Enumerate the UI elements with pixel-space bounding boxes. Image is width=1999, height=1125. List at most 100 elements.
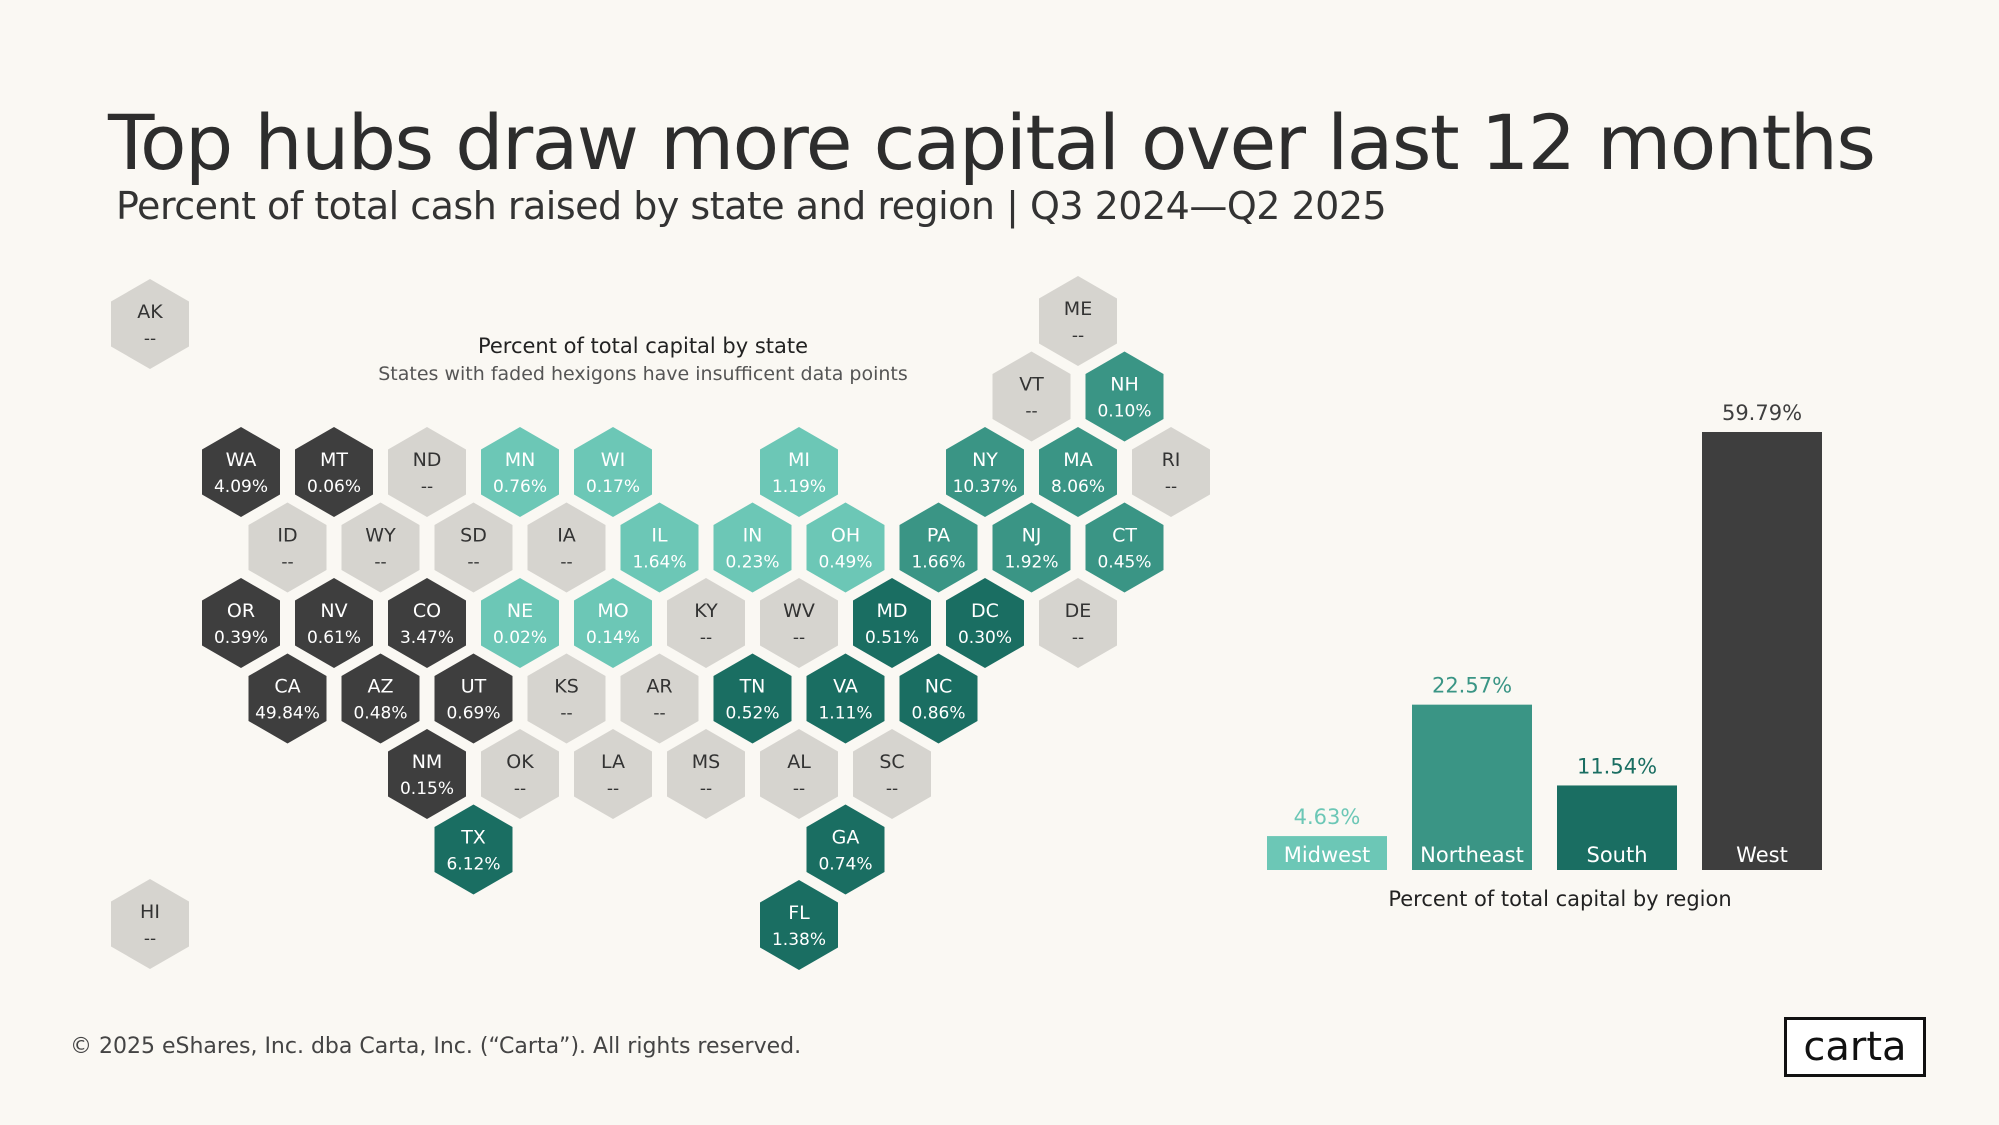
hex-shape (620, 502, 699, 593)
hex-shape (667, 729, 745, 819)
state-value-label: -- (1165, 477, 1177, 497)
hex-shape (295, 578, 373, 668)
state-code-label: MA (1063, 449, 1092, 471)
state-code-label: MT (320, 449, 348, 471)
hex-shape (248, 502, 327, 593)
state-code-label: IA (557, 525, 576, 547)
state-value-label: 0.49% (818, 553, 872, 573)
state-code-label: TN (739, 676, 766, 698)
state-value-label: 0.02% (493, 628, 547, 648)
state-hex-ok: OK -- (481, 729, 559, 819)
bar-category-label: Northeast (1420, 843, 1524, 867)
state-value-label: -- (421, 477, 433, 497)
state-code-label: NY (972, 449, 998, 471)
state-value-label: 0.51% (865, 628, 919, 648)
state-hex-wi: WI 0.17% (574, 427, 652, 517)
state-code-label: OR (227, 600, 255, 622)
state-code-label: RI (1162, 449, 1181, 471)
state-hex-de: DE -- (1039, 578, 1117, 668)
state-code-label: HI (140, 901, 160, 923)
hex-shape (899, 502, 978, 593)
state-hex-ut: UT 0.69% (434, 653, 513, 744)
copyright-footer: © 2025 eShares, Inc. dba Carta, Inc. (“C… (70, 1034, 802, 1059)
state-hex-nd: ND -- (388, 427, 466, 517)
state-code-label: ID (277, 525, 297, 547)
state-value-label: -- (467, 553, 479, 573)
hex-shape (713, 502, 792, 593)
state-code-label: IL (651, 525, 668, 547)
state-value-label: 0.74% (818, 855, 872, 875)
hex-shape (481, 729, 559, 819)
hex-shape (574, 578, 652, 668)
state-value-label: -- (1072, 326, 1084, 346)
hex-shape (388, 578, 466, 668)
state-value-label: 49.84% (255, 704, 320, 724)
state-code-label: CT (1112, 525, 1137, 547)
state-hex-ma: MA 8.06% (1039, 427, 1117, 517)
bar-midwest (1267, 836, 1387, 870)
hex-shape (248, 653, 327, 744)
state-value-label: -- (560, 704, 572, 724)
state-value-label: 0.30% (958, 628, 1012, 648)
state-value-label: 0.14% (586, 628, 640, 648)
state-value-label: -- (374, 553, 386, 573)
bar-value-label: 59.79% (1722, 401, 1802, 425)
carta-logo: carta (1784, 1017, 1926, 1077)
state-hex-nc: NC 0.86% (899, 653, 978, 744)
state-code-label: MI (788, 449, 810, 471)
hex-shape (806, 502, 885, 593)
state-value-label: 0.86% (911, 704, 965, 724)
state-code-label: MS (692, 751, 720, 773)
hex-shape (760, 880, 838, 970)
hex-shape (806, 804, 885, 895)
state-hex-ks: KS -- (527, 653, 606, 744)
state-hex-il: IL 1.64% (620, 502, 699, 593)
state-hex-ri: RI -- (1132, 427, 1210, 517)
hex-shape (760, 578, 838, 668)
hex-shape (527, 502, 606, 593)
state-hex-ca: CA 49.84% (248, 653, 327, 744)
hex-shape (341, 502, 420, 593)
hex-shape (760, 427, 838, 517)
state-value-label: 3.47% (400, 628, 454, 648)
state-value-label: 0.06% (307, 477, 361, 497)
hex-shape (899, 653, 978, 744)
bar-south (1557, 785, 1677, 870)
state-hex-nv: NV 0.61% (295, 578, 373, 668)
state-hex-sd: SD -- (434, 502, 513, 593)
state-code-label: NJ (1022, 525, 1042, 547)
bar-northeast (1412, 704, 1532, 870)
hex-shape (1039, 276, 1117, 366)
state-code-label: DC (971, 600, 999, 622)
state-hex-ar: AR -- (620, 653, 699, 744)
state-hex-pa: PA 1.66% (899, 502, 978, 593)
state-code-label: FL (788, 902, 810, 924)
hex-shape (713, 653, 792, 744)
state-hex-tx: TX 6.12% (434, 804, 513, 895)
state-hex-tn: TN 0.52% (713, 653, 792, 744)
state-code-label: CO (413, 600, 441, 622)
hex-shape (574, 729, 652, 819)
state-hex-ny: NY 10.37% (946, 427, 1024, 517)
chart-title: Top hubs draw more capital over last 12 … (108, 98, 1876, 187)
hex-shape (1132, 427, 1210, 517)
hex-shape (620, 653, 699, 744)
bar-value-label: 4.63% (1294, 805, 1361, 829)
state-code-label: DE (1065, 600, 1092, 622)
state-code-label: MN (505, 449, 536, 471)
state-hex-ct: CT 0.45% (1085, 502, 1164, 593)
state-value-label: -- (607, 779, 619, 799)
state-value-label: 0.23% (725, 553, 779, 573)
hex-shape (341, 653, 420, 744)
state-hex-mn: MN 0.76% (481, 427, 559, 517)
state-value-label: -- (793, 628, 805, 648)
state-value-label: 0.39% (214, 628, 268, 648)
state-value-label: -- (560, 553, 572, 573)
hex-shape (1039, 578, 1117, 668)
state-value-label: -- (1025, 402, 1037, 422)
bar-value-label: 22.57% (1432, 674, 1512, 698)
state-code-label: WI (601, 449, 625, 471)
state-hex-fl: FL 1.38% (760, 880, 838, 970)
state-value-label: 1.66% (911, 553, 965, 573)
state-code-label: WA (226, 449, 257, 471)
